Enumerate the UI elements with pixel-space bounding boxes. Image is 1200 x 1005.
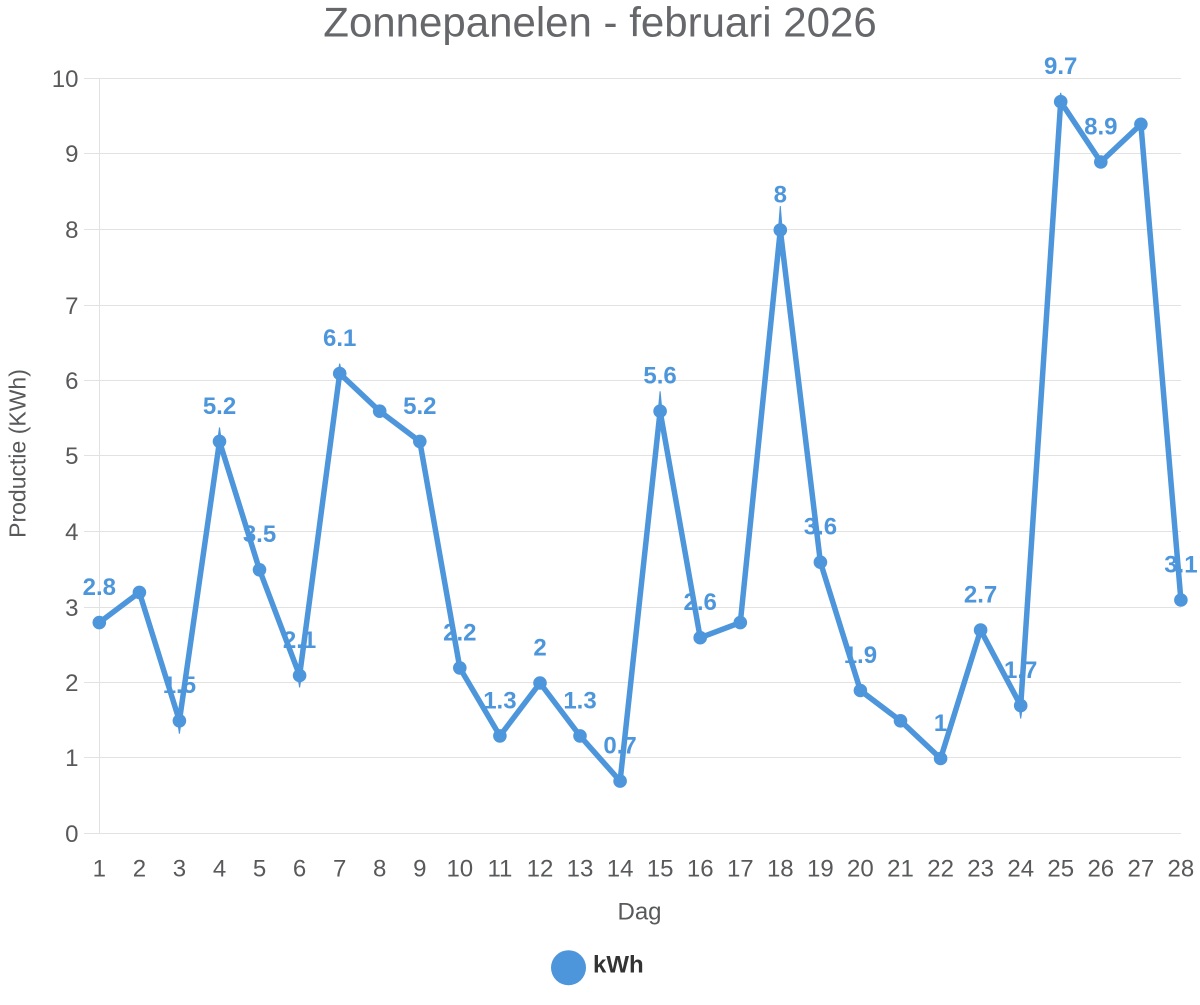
- svg-text:9: 9: [65, 141, 78, 168]
- svg-text:5.2: 5.2: [403, 393, 436, 420]
- svg-text:6: 6: [293, 856, 306, 883]
- svg-text:1.9: 1.9: [844, 642, 877, 669]
- svg-text:2.2: 2.2: [443, 619, 476, 646]
- svg-text:5.2: 5.2: [203, 393, 236, 420]
- svg-text:8.9: 8.9: [1084, 114, 1117, 141]
- svg-text:0.7: 0.7: [603, 733, 636, 760]
- svg-text:0: 0: [65, 821, 78, 848]
- svg-text:2.8: 2.8: [83, 574, 116, 601]
- svg-text:2: 2: [65, 670, 78, 697]
- svg-text:1.3: 1.3: [563, 687, 596, 714]
- svg-text:2: 2: [133, 856, 146, 883]
- svg-text:1: 1: [934, 710, 947, 737]
- svg-text:16: 16: [687, 856, 714, 883]
- svg-text:26: 26: [1087, 856, 1114, 883]
- svg-text:10: 10: [52, 66, 79, 93]
- svg-text:17: 17: [727, 856, 754, 883]
- svg-text:23: 23: [967, 856, 994, 883]
- svg-text:15: 15: [647, 856, 674, 883]
- svg-text:2.7: 2.7: [964, 582, 997, 609]
- svg-text:8: 8: [373, 856, 386, 883]
- svg-text:1: 1: [93, 856, 106, 883]
- svg-text:8: 8: [774, 182, 787, 209]
- svg-text:19: 19: [807, 856, 834, 883]
- svg-text:Dag: Dag: [617, 899, 661, 926]
- svg-text:9: 9: [413, 856, 426, 883]
- svg-text:1.3: 1.3: [483, 687, 516, 714]
- svg-text:3.1: 3.1: [1164, 552, 1197, 579]
- svg-text:14: 14: [607, 856, 634, 883]
- svg-text:8: 8: [65, 217, 78, 244]
- svg-text:5.6: 5.6: [643, 363, 676, 390]
- svg-text:10: 10: [446, 856, 473, 883]
- svg-text:kWh: kWh: [593, 952, 644, 979]
- svg-text:2: 2: [533, 635, 546, 662]
- svg-text:12: 12: [527, 856, 554, 883]
- svg-text:25: 25: [1047, 856, 1074, 883]
- svg-text:21: 21: [887, 856, 914, 883]
- svg-text:9.7: 9.7: [1044, 53, 1077, 80]
- svg-text:3.6: 3.6: [804, 514, 837, 541]
- svg-text:6: 6: [65, 368, 78, 395]
- svg-text:27: 27: [1128, 856, 1155, 883]
- svg-text:5: 5: [253, 856, 266, 883]
- svg-text:3.5: 3.5: [243, 521, 276, 548]
- svg-text:1: 1: [65, 745, 78, 772]
- svg-text:20: 20: [847, 856, 874, 883]
- svg-text:3: 3: [65, 595, 78, 622]
- svg-text:Productie (KWh): Productie (KWh): [5, 369, 31, 538]
- svg-text:24: 24: [1007, 856, 1034, 883]
- svg-text:5: 5: [65, 443, 78, 470]
- svg-text:13: 13: [567, 856, 594, 883]
- svg-text:1.7: 1.7: [1004, 657, 1037, 684]
- svg-text:7: 7: [333, 856, 346, 883]
- svg-text:7: 7: [65, 293, 78, 320]
- svg-text:11: 11: [487, 856, 512, 883]
- svg-text:18: 18: [767, 856, 794, 883]
- svg-text:28: 28: [1168, 856, 1195, 883]
- svg-text:4: 4: [65, 519, 78, 546]
- svg-text:2.1: 2.1: [283, 627, 316, 654]
- svg-text:22: 22: [927, 856, 954, 883]
- svg-text:4: 4: [213, 856, 226, 883]
- svg-text:3: 3: [173, 856, 186, 883]
- svg-text:Zonnepanelen - februari 2026: Zonnepanelen - februari 2026: [323, 0, 876, 46]
- svg-text:2.6: 2.6: [684, 589, 717, 616]
- svg-text:6.1: 6.1: [323, 325, 356, 352]
- svg-text:1.5: 1.5: [163, 672, 196, 699]
